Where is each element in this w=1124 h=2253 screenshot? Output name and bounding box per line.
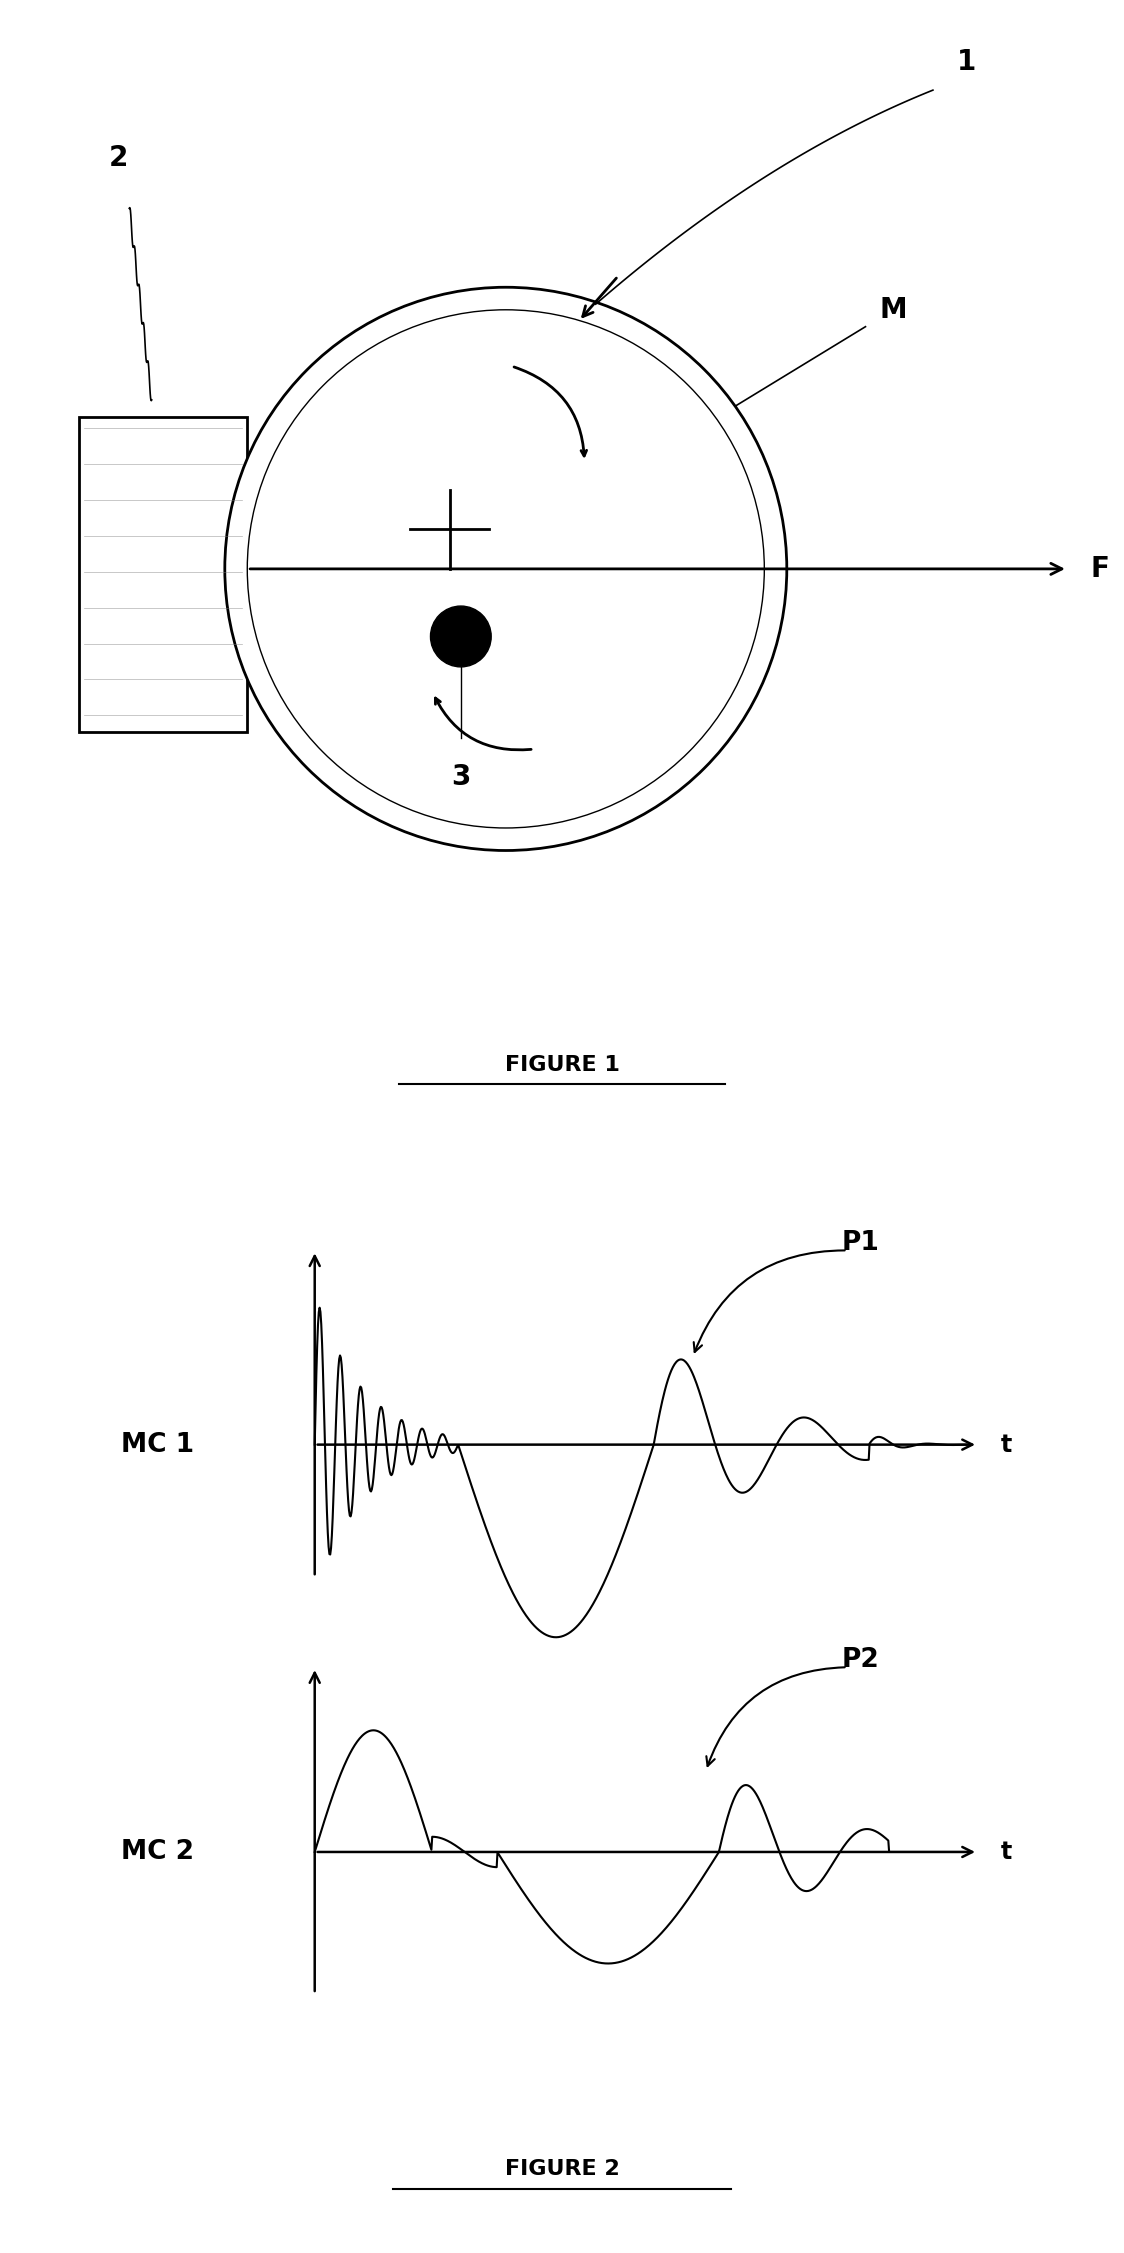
- FancyBboxPatch shape: [79, 417, 247, 732]
- Text: P2: P2: [842, 1647, 880, 1672]
- Text: t: t: [1000, 1433, 1012, 1458]
- Text: M: M: [880, 295, 907, 324]
- Circle shape: [430, 606, 491, 667]
- Text: 3: 3: [451, 764, 471, 791]
- Text: MC 2: MC 2: [121, 1838, 193, 1865]
- Circle shape: [225, 286, 787, 849]
- Text: F: F: [1090, 554, 1109, 584]
- Text: 1: 1: [957, 47, 977, 77]
- Text: 2: 2: [108, 144, 128, 171]
- Text: FIGURE 2: FIGURE 2: [505, 2158, 619, 2179]
- Text: MC 1: MC 1: [120, 1431, 194, 1458]
- Text: P1: P1: [842, 1230, 880, 1255]
- Text: t: t: [1000, 1841, 1012, 1863]
- Text: FIGURE 1: FIGURE 1: [505, 1054, 619, 1075]
